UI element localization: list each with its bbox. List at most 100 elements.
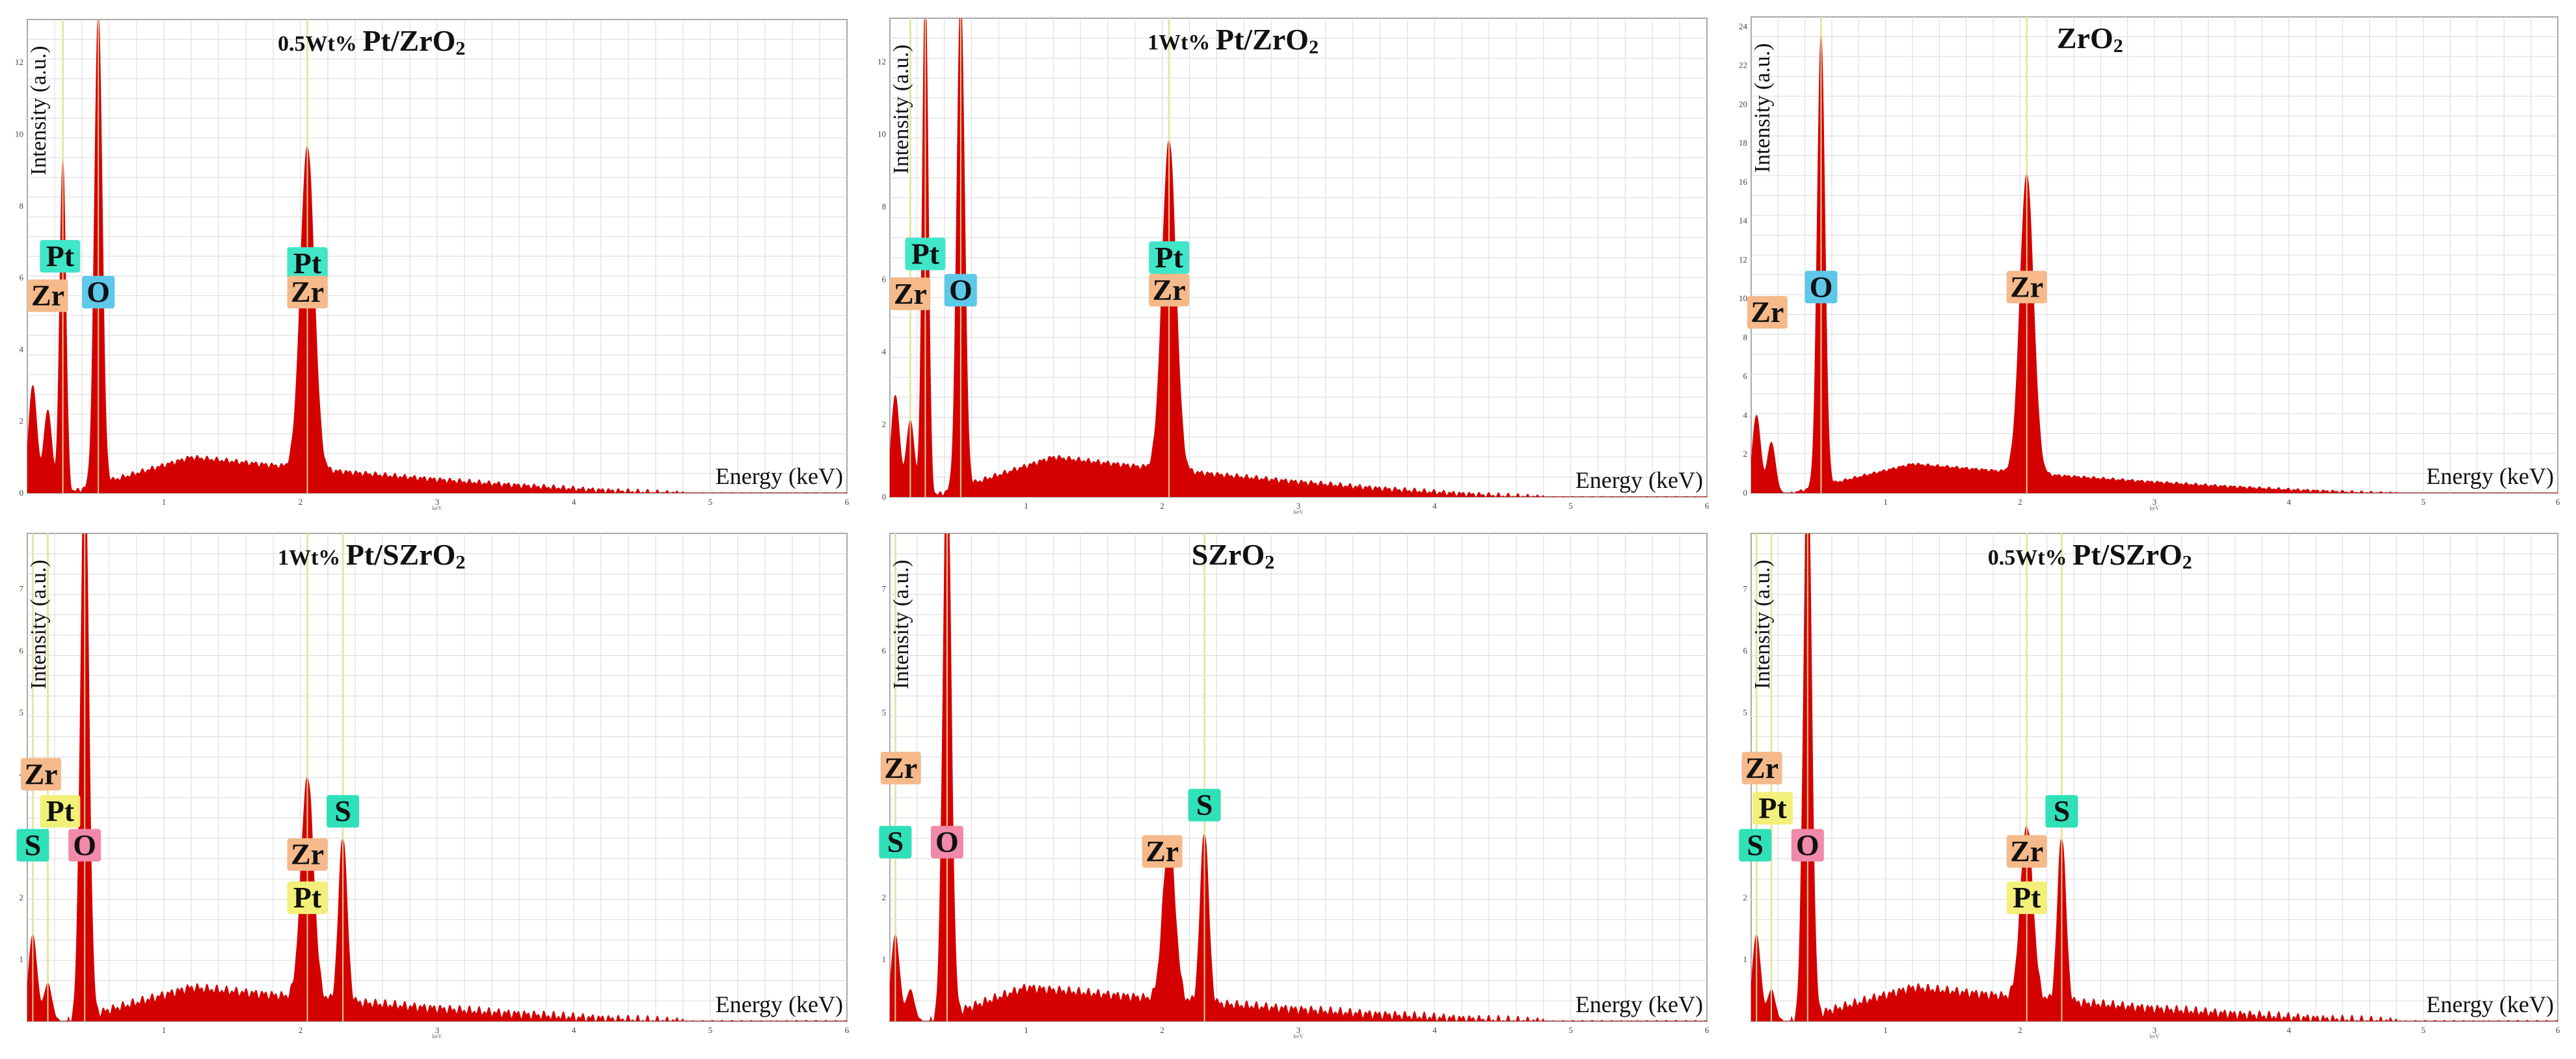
- y-tick-label: 2: [20, 892, 24, 902]
- element-label-zr: Zr: [287, 275, 328, 309]
- x-axis-label: Energy (keV): [2426, 991, 2554, 1017]
- y-tick-label: 4: [882, 347, 887, 356]
- title-prefix: 1Wt%: [278, 546, 346, 570]
- spectrum-series: [27, 533, 847, 1021]
- y-tick-label: 10: [878, 129, 886, 139]
- grid: [1751, 533, 2558, 1022]
- y-tick-label: 2: [1743, 449, 1748, 459]
- element-label-box: [2006, 835, 2047, 868]
- y-tick-label: 1: [20, 954, 24, 964]
- y-tick-label: 4: [1743, 410, 1748, 420]
- element-label-text: S: [334, 794, 351, 827]
- y-tick-label: 0: [20, 488, 24, 498]
- element-label-text: Pt: [293, 881, 322, 914]
- element-label-box: [40, 240, 81, 273]
- y-tick-label: 2: [1743, 892, 1748, 902]
- x-unit-label: keV: [433, 1033, 442, 1039]
- y-tick-label: 8: [20, 201, 24, 211]
- element-label-pt: Pt: [1149, 241, 1190, 274]
- element-label-box: [1149, 241, 1190, 274]
- x-unit-label: keV: [433, 505, 442, 511]
- element-label-box: [1791, 829, 1824, 862]
- y-tick-label: 24: [1739, 21, 1748, 31]
- element-label-zr: Zr: [890, 277, 931, 310]
- eds-panel-5: 123456keV1234567Intensity (a.u.)Energy (…: [879, 533, 1710, 1039]
- element-label-zr: Zr: [1142, 835, 1183, 868]
- spectrum-series: [890, 18, 1707, 497]
- y-tick-label: 20: [1739, 99, 1747, 109]
- y-tick-label: 4: [20, 344, 24, 354]
- y-tick-label: 6: [20, 645, 24, 655]
- y-tick-label: 7: [882, 583, 887, 593]
- element-label-box: [930, 825, 963, 859]
- x-tick-label: 5: [1568, 1025, 1573, 1035]
- x-tick-label: 6: [845, 1025, 850, 1035]
- element-label-text: Zr: [1751, 295, 1784, 328]
- element-label-s: S: [879, 825, 912, 859]
- element-label-box: [1741, 751, 1782, 784]
- y-tick-label: 0: [882, 492, 887, 502]
- x-tick-label: 6: [845, 497, 850, 507]
- x-tick-label: 1: [162, 497, 167, 507]
- y-tick-label: 6: [1743, 645, 1748, 655]
- element-label-pt: Pt: [2006, 881, 2047, 915]
- title-main: ZrO: [2057, 21, 2113, 55]
- title-main: Pt/ZrO: [1216, 23, 1309, 56]
- spectrum-series: [1751, 533, 2558, 1021]
- element-label-text: Pt: [46, 794, 75, 827]
- title-main: Pt/ZrO: [362, 24, 455, 57]
- element-label-text: S: [2054, 794, 2071, 827]
- y-tick-label: 12: [1739, 254, 1747, 264]
- x-tick-label: 5: [1568, 501, 1573, 511]
- element-label-box: [2006, 271, 2047, 304]
- y-tick-label: 22: [1739, 60, 1747, 70]
- y-axis-label: Intensity (a.u.): [1751, 43, 1775, 172]
- element-label-pt: Pt: [905, 237, 946, 271]
- element-label-pt: Pt: [1752, 791, 1793, 825]
- chart-title: ZrO2: [2057, 21, 2123, 57]
- element-label-zr: Zr: [21, 757, 61, 791]
- title-prefix: 0.5Wt%: [1988, 546, 2073, 570]
- element-label-o: O: [1791, 828, 1824, 862]
- x-tick-label: 5: [708, 1025, 713, 1035]
- element-label-box: [1752, 792, 1793, 825]
- element-label-box: [1142, 835, 1183, 868]
- y-tick-label: 16: [1739, 177, 1748, 187]
- y-tick-label: 5: [20, 707, 24, 717]
- x-tick-label: 4: [1432, 1025, 1437, 1035]
- y-tick-label: 7: [1743, 583, 1748, 593]
- x-tick-label: 3: [435, 497, 440, 507]
- x-tick-label: 3: [2153, 497, 2157, 507]
- y-tick-label: 2: [882, 419, 887, 429]
- grid: [1751, 16, 2558, 494]
- element-label-box: [287, 276, 328, 309]
- y-tick-label: 7: [20, 583, 24, 593]
- element-label-box: [905, 237, 946, 271]
- x-unit-label: keV: [2150, 1033, 2160, 1039]
- x-tick-label: 5: [2421, 497, 2426, 507]
- y-tick-label: 5: [1743, 707, 1748, 717]
- element-label-text: Zr: [894, 277, 927, 310]
- spectrum-series: [1751, 34, 2558, 493]
- element-label-text: S: [887, 825, 904, 859]
- title-subscript: 2: [455, 552, 465, 573]
- y-tick-label: 12: [878, 57, 886, 66]
- element-label-s: S: [1188, 788, 1221, 822]
- x-tick-label: 6: [2556, 1025, 2560, 1035]
- element-label-zr: Zr: [1149, 273, 1190, 307]
- x-tick-label: 2: [1160, 501, 1164, 511]
- element-label-pt: Pt: [287, 247, 328, 280]
- element-label-text: Pt: [2013, 881, 2041, 914]
- y-tick-label: 8: [1743, 332, 1748, 342]
- element-label-text: O: [1810, 270, 1833, 303]
- element-label-box: [1149, 274, 1190, 307]
- element-label-text: Zr: [2010, 270, 2043, 303]
- element-label-zr: Zr: [2006, 270, 2047, 304]
- element-label-box: [287, 247, 328, 280]
- x-unit-label: keV: [2150, 505, 2160, 511]
- element-label-zr: Zr: [1747, 295, 1788, 329]
- y-tick-label: 1: [1743, 954, 1748, 964]
- element-label-box: [16, 829, 49, 862]
- y-tick-label: 6: [20, 273, 24, 282]
